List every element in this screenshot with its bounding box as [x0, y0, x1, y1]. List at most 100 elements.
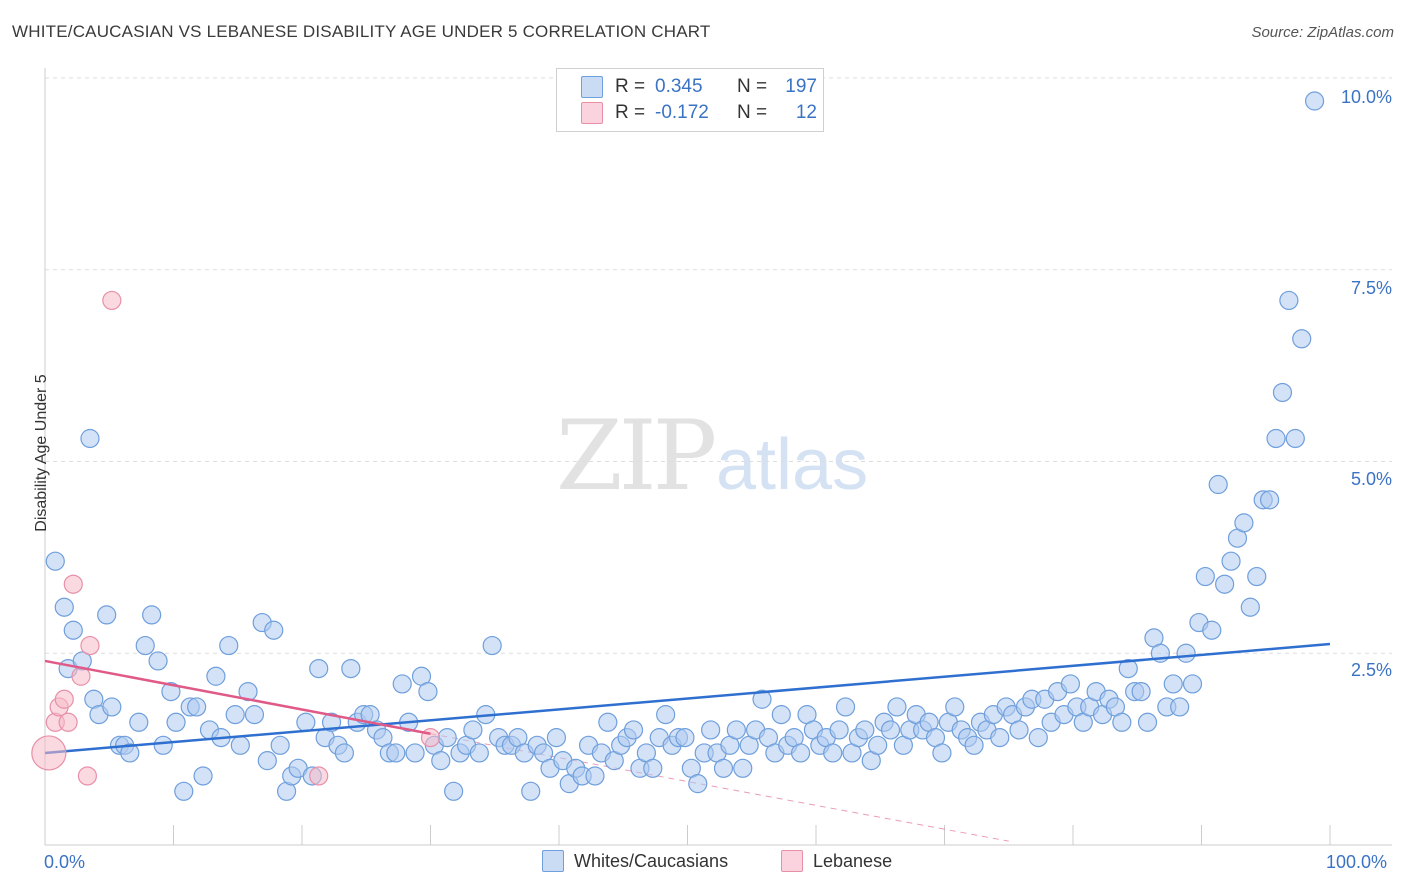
trend-line — [44, 659, 431, 736]
point-whites — [80, 428, 100, 449]
x-tick-label: 100.0% — [1326, 852, 1388, 872]
point-whites — [1176, 643, 1196, 663]
point-whites — [418, 681, 438, 702]
r-label: R = — [615, 76, 646, 97]
point-whites — [431, 751, 451, 771]
point-lebanese — [77, 766, 98, 786]
point-whites — [321, 712, 342, 732]
point-whites — [148, 651, 168, 671]
point-whites — [1279, 290, 1299, 311]
n-value: 12 — [795, 102, 817, 123]
r-label: R = — [615, 102, 646, 123]
point-whites — [546, 728, 567, 748]
point-whites — [206, 666, 226, 686]
point-whites — [54, 597, 74, 617]
point-whites — [270, 735, 290, 755]
point-whites — [1195, 566, 1215, 587]
point-whites — [521, 781, 541, 801]
x-tick-label: 0.0% — [44, 852, 86, 872]
point-whites — [392, 674, 412, 694]
point-whites — [1028, 728, 1048, 748]
axes — [44, 68, 1392, 846]
point-whites — [1272, 382, 1293, 403]
point-whites — [1234, 513, 1254, 533]
r-value: -0.172 — [655, 102, 709, 123]
point-whites — [238, 681, 258, 702]
point-whites — [1240, 597, 1260, 617]
point-whites — [656, 705, 676, 725]
point-lebanese — [80, 635, 100, 656]
point-whites — [1163, 674, 1183, 694]
point-whites — [855, 720, 875, 740]
point-whites — [771, 705, 791, 725]
point-whites — [1137, 712, 1158, 732]
legend-item-whites[interactable]: Whites/Caucasians — [542, 850, 728, 872]
point-whites — [444, 781, 464, 801]
point-whites — [102, 697, 122, 717]
grid-lines — [45, 77, 1392, 654]
point-whites — [701, 720, 721, 740]
point-whites — [166, 712, 186, 732]
point-whites — [193, 766, 213, 786]
legend-label: Lebanese — [813, 850, 893, 871]
legend-swatch — [542, 850, 564, 872]
point-whites — [129, 712, 149, 732]
point-lebanese — [54, 689, 74, 709]
legend-label: Whites/Caucasians — [574, 850, 729, 871]
point-whites — [63, 620, 83, 640]
point-whites — [1215, 574, 1235, 594]
point-whites — [120, 743, 140, 763]
point-whites — [585, 766, 605, 786]
point-whites — [142, 605, 162, 625]
legend-item-lebanese[interactable]: Lebanese — [781, 850, 892, 872]
point-whites — [482, 635, 502, 656]
point-whites — [1292, 329, 1312, 349]
point-whites — [733, 758, 753, 778]
correlation-legend: R = 0.345 N = 197 R = -0.172 N = 12 — [556, 68, 824, 132]
y-axis-label: Disability Age Under 5 — [33, 374, 50, 532]
point-whites — [244, 705, 265, 725]
series-legend: Whites/Caucasians Lebanese — [0, 850, 1406, 878]
point-whites — [1170, 697, 1190, 717]
legend-swatch — [781, 850, 803, 872]
point-whites — [257, 751, 277, 771]
point-whites — [726, 720, 746, 740]
point-whites — [309, 658, 329, 679]
point-whites — [469, 743, 489, 763]
point-whites — [334, 743, 355, 763]
point-whites — [405, 743, 425, 763]
legend-row-whites: R = 0.345 N = 197 — [581, 74, 817, 100]
n-value: 197 — [785, 76, 817, 97]
point-whites — [880, 720, 901, 740]
point-lebanese — [31, 735, 67, 771]
point-whites — [829, 720, 849, 740]
point-whites — [1260, 490, 1280, 510]
source-label: Source: ZipAtlas.com — [1251, 24, 1394, 41]
point-whites — [688, 774, 708, 794]
point-whites — [1009, 720, 1029, 740]
point-whites — [97, 605, 117, 625]
y-tick-label: 5.0% — [1350, 469, 1392, 489]
point-whites — [1060, 674, 1081, 694]
y-tick-label: 2.5% — [1350, 660, 1392, 680]
legend-swatch — [581, 76, 603, 98]
point-whites — [964, 735, 984, 755]
point-whites — [135, 635, 155, 656]
point-lebanese — [420, 728, 441, 748]
point-whites — [1208, 474, 1228, 495]
point-whites — [230, 735, 250, 755]
point-whites — [264, 620, 284, 640]
point-whites — [187, 697, 207, 717]
legend-row-lebanese: R = -0.172 N = 12 — [581, 100, 817, 126]
point-whites — [174, 781, 194, 801]
point-whites — [386, 743, 406, 763]
point-whites — [161, 681, 181, 702]
n-label: N = — [737, 76, 768, 97]
watermark-atlas: atlas — [716, 425, 869, 505]
legend-swatch — [581, 102, 603, 124]
y-tick-label: 10.0% — [1340, 87, 1392, 107]
data-points — [31, 91, 1331, 801]
point-whites — [887, 697, 907, 717]
point-whites — [945, 697, 965, 717]
